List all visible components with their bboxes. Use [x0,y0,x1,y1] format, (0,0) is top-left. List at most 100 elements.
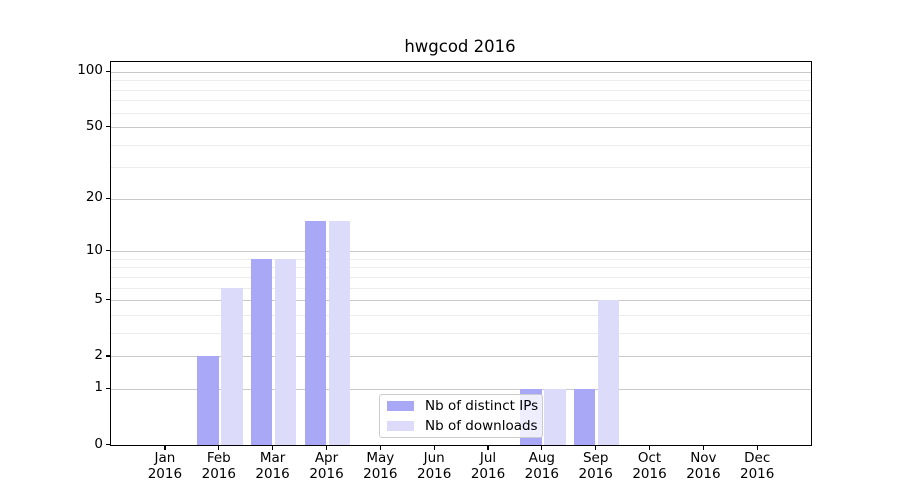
legend-item: Nb of distinct IPs [386,398,539,414]
y-tick-mark [105,197,110,200]
legend: Nb of distinct IPs Nb of downloads [379,394,543,438]
x-tick-year: 2016 [201,465,236,482]
gridline-minor [111,144,811,146]
x-tick-year: 2016 [686,465,721,482]
gridline-minor [111,112,811,114]
x-tick-mark [325,445,328,450]
gridline-minor [111,332,811,334]
x-tick-year: 2016 [632,465,667,482]
gridline-minor [111,287,811,289]
x-tick-label: Mar 2016 [243,450,303,482]
x-tick-label: Apr 2016 [297,450,357,482]
gridline-major [111,127,811,128]
bar [221,287,243,445]
y-tick-mark [105,126,110,128]
x-tick-mark [271,445,274,450]
x-tick-mark [379,445,381,450]
x-tick-month: May [366,450,395,466]
x-tick-month: Dec [744,450,771,466]
y-tick-label: 5 [94,290,103,307]
gridline-minor [111,100,811,102]
x-tick-label: Oct 2016 [620,450,680,482]
y-tick-mark [105,387,110,390]
x-tick-mark [595,445,597,450]
y-tick-label: 50 [85,117,103,134]
x-tick-mark [218,445,220,450]
y-tick-mark [105,444,110,446]
gridline-major [111,251,811,253]
x-tick-year: 2016 [363,465,398,482]
y-tick-label: 0 [94,435,103,452]
y-tick-label: 2 [94,346,103,363]
bar [274,258,297,445]
y-tick-label: 10 [85,241,103,258]
bar [573,388,596,445]
bar [544,388,566,445]
gridline-minor [111,258,811,260]
legend-label: Nb of distinct IPs [425,398,539,414]
x-tick-year: 2016 [524,465,559,482]
bar [328,220,351,445]
plot-area [110,61,812,446]
x-tick-mark [487,445,489,450]
x-tick-label: Aug 2016 [512,450,572,482]
x-tick-label: Jan 2016 [135,450,195,482]
x-tick-month: Jul [479,450,497,466]
x-tick-mark [541,445,543,450]
x-tick-month: Aug [528,450,555,466]
legend-swatch [387,421,414,431]
y-tick-label: 20 [85,189,103,206]
bar [304,220,327,445]
gridline-minor [111,80,811,82]
x-tick-label: May 2016 [350,450,410,482]
x-tick-label: Feb 2016 [189,450,249,482]
x-tick-mark [433,445,435,450]
x-tick-mark [164,445,166,450]
x-tick-mark [648,445,651,450]
legend-label: Nb of downloads [425,418,538,434]
x-tick-month: Nov [690,450,717,466]
gridline-major [111,388,811,390]
gridline-minor [111,167,811,169]
x-tick-label: Nov 2016 [673,450,733,482]
bar [597,300,620,445]
x-tick-year: 2016 [147,465,183,482]
bar [250,258,273,445]
x-tick-month: Jan [154,450,176,466]
gridline-minor [111,314,811,316]
x-tick-month: Apr [314,450,339,466]
gridline-minor [111,267,811,269]
gridline-minor [111,276,811,278]
chart-title: hwgcod 2016 [404,37,516,56]
y-tick-mark [105,250,110,252]
bar [197,356,219,445]
y-tick-mark [105,355,110,357]
x-tick-month: Mar [259,450,286,466]
x-tick-month: Sep [582,450,609,466]
x-tick-month: Oct [637,450,662,466]
gridline-major [111,71,811,73]
gridline-major [111,356,811,358]
gridline-major [111,300,811,302]
y-tick-label: 1 [94,379,103,396]
y-tick-label: 100 [77,62,103,79]
x-tick-mark [702,445,705,450]
x-tick-year: 2016 [470,465,506,482]
x-tick-label: Sep 2016 [566,450,626,482]
x-tick-year: 2016 [578,465,613,482]
y-tick-mark [105,299,110,301]
x-tick-year: 2016 [309,465,344,482]
x-tick-year: 2016 [417,465,452,482]
y-tick-mark [105,70,110,73]
gridline-major [111,198,811,200]
x-tick-month: Feb [206,450,231,466]
x-tick-year: 2016 [740,465,775,482]
gridline-minor [111,89,811,91]
x-tick-year: 2016 [255,465,290,482]
x-tick-month: Jun [423,450,445,466]
x-tick-label: Dec 2016 [727,450,787,482]
x-tick-label: Jul 2016 [458,450,518,482]
legend-item: Nb of downloads [386,418,538,434]
legend-swatch [387,401,414,411]
